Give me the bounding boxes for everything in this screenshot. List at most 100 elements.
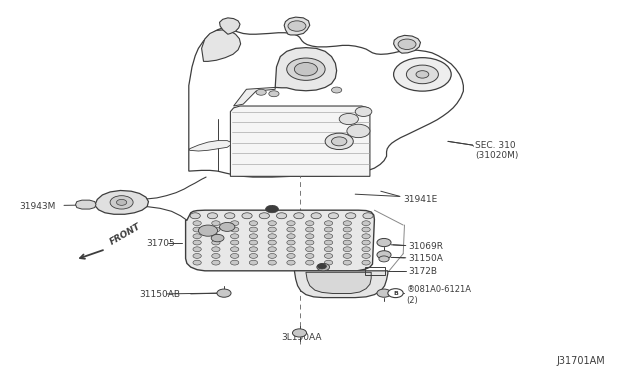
- Circle shape: [230, 247, 239, 251]
- Circle shape: [287, 247, 295, 251]
- Circle shape: [306, 227, 314, 232]
- Polygon shape: [202, 30, 241, 61]
- Circle shape: [211, 234, 224, 242]
- Circle shape: [193, 254, 201, 259]
- Polygon shape: [186, 210, 374, 271]
- Circle shape: [362, 227, 370, 232]
- Circle shape: [212, 227, 220, 232]
- Circle shape: [250, 221, 258, 225]
- Circle shape: [346, 213, 356, 219]
- Text: 31943M: 31943M: [19, 202, 56, 211]
- Circle shape: [259, 213, 269, 219]
- Circle shape: [324, 240, 333, 245]
- Circle shape: [343, 254, 351, 259]
- Text: 31150A: 31150A: [408, 254, 443, 263]
- Circle shape: [377, 251, 391, 259]
- Circle shape: [287, 234, 295, 239]
- Polygon shape: [230, 106, 370, 176]
- Circle shape: [212, 221, 220, 225]
- Circle shape: [207, 213, 218, 219]
- Polygon shape: [394, 35, 420, 53]
- Circle shape: [212, 247, 220, 251]
- Circle shape: [362, 247, 370, 251]
- Circle shape: [266, 205, 278, 213]
- Circle shape: [306, 234, 314, 239]
- Text: 31940: 31940: [326, 264, 355, 273]
- Circle shape: [324, 227, 333, 232]
- Circle shape: [311, 213, 321, 219]
- Circle shape: [212, 254, 220, 259]
- Circle shape: [250, 227, 258, 232]
- Circle shape: [250, 254, 258, 259]
- Circle shape: [230, 227, 239, 232]
- Polygon shape: [220, 18, 240, 34]
- Circle shape: [212, 260, 220, 265]
- Text: J31701AM: J31701AM: [557, 356, 605, 366]
- Circle shape: [230, 240, 239, 245]
- Circle shape: [317, 264, 326, 269]
- Polygon shape: [189, 141, 230, 151]
- Circle shape: [268, 227, 276, 232]
- Circle shape: [294, 213, 304, 219]
- Circle shape: [324, 247, 333, 251]
- Circle shape: [217, 289, 231, 297]
- Circle shape: [212, 240, 220, 245]
- Circle shape: [268, 221, 276, 225]
- Text: 31069R: 31069R: [408, 242, 444, 251]
- Circle shape: [268, 240, 276, 245]
- Circle shape: [324, 221, 333, 225]
- Circle shape: [250, 234, 258, 239]
- Circle shape: [379, 256, 389, 262]
- Circle shape: [268, 254, 276, 259]
- Circle shape: [268, 234, 276, 239]
- Text: FRONT: FRONT: [109, 221, 143, 246]
- Circle shape: [230, 254, 239, 259]
- Circle shape: [230, 221, 239, 225]
- Circle shape: [256, 89, 266, 95]
- Circle shape: [324, 260, 333, 265]
- Circle shape: [306, 254, 314, 259]
- Circle shape: [328, 213, 339, 219]
- Circle shape: [225, 213, 235, 219]
- Circle shape: [268, 260, 276, 265]
- Circle shape: [398, 39, 416, 49]
- Circle shape: [250, 240, 258, 245]
- Circle shape: [287, 260, 295, 265]
- Circle shape: [347, 124, 370, 138]
- Circle shape: [362, 254, 370, 259]
- Circle shape: [343, 227, 351, 232]
- Circle shape: [198, 225, 218, 236]
- Polygon shape: [284, 17, 310, 35]
- Circle shape: [292, 329, 307, 337]
- Circle shape: [190, 213, 200, 219]
- Circle shape: [339, 113, 358, 125]
- Circle shape: [324, 234, 333, 239]
- Circle shape: [287, 254, 295, 259]
- Text: 31941E: 31941E: [403, 195, 438, 203]
- Circle shape: [193, 234, 201, 239]
- Circle shape: [362, 234, 370, 239]
- Circle shape: [116, 199, 127, 205]
- Circle shape: [250, 260, 258, 265]
- Circle shape: [287, 240, 295, 245]
- Circle shape: [324, 254, 333, 259]
- Circle shape: [287, 221, 295, 225]
- Circle shape: [332, 87, 342, 93]
- Polygon shape: [95, 190, 148, 214]
- Circle shape: [250, 247, 258, 251]
- Circle shape: [377, 289, 391, 297]
- Circle shape: [242, 213, 252, 219]
- Polygon shape: [294, 271, 388, 298]
- Circle shape: [230, 260, 239, 265]
- Circle shape: [212, 234, 220, 239]
- Text: B: B: [393, 291, 398, 296]
- Circle shape: [287, 227, 295, 232]
- Circle shape: [193, 260, 201, 265]
- Circle shape: [363, 213, 373, 219]
- Circle shape: [394, 58, 451, 91]
- Circle shape: [287, 58, 325, 80]
- Polygon shape: [76, 200, 96, 209]
- Text: SEC. 310
(31020M): SEC. 310 (31020M): [475, 141, 518, 160]
- Circle shape: [325, 133, 353, 150]
- Circle shape: [343, 221, 351, 225]
